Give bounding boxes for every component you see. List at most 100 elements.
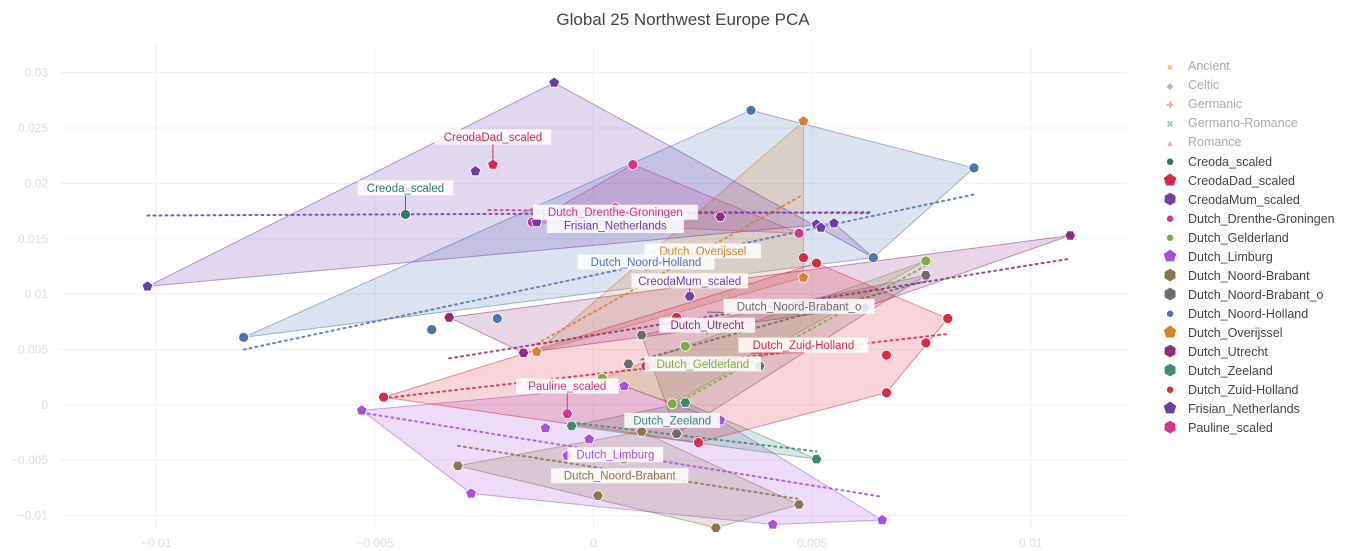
- dutch-gelderland-point[interactable]: [666, 398, 678, 410]
- dutch-drenthe-groningen-point[interactable]: [627, 159, 639, 170]
- x-tick-label: −0.005: [356, 536, 393, 550]
- dutch-overijssel-point[interactable]: [797, 115, 810, 127]
- dutch-zeeland-point[interactable]: [565, 420, 578, 432]
- dutch-zuid-holland-point[interactable]: [798, 252, 809, 264]
- dutch-noord-holland-point[interactable]: [867, 252, 879, 264]
- dutch-utrecht-label-box: [659, 317, 756, 333]
- dutch-zuid-holland-point[interactable]: [693, 437, 704, 448]
- legend-item-dutch-noord-holland[interactable]: ● Dutch_Noord-Holland: [1160, 304, 1308, 323]
- legend-item-frisian-netherlands[interactable]: ⬟ Frisian_Netherlands: [1160, 399, 1299, 418]
- dutch-limburg-point[interactable]: [618, 380, 630, 392]
- pauline-scaled-point[interactable]: [561, 408, 574, 419]
- dutch-overijssel-point[interactable]: [797, 271, 810, 283]
- frisian-netherlands-point[interactable]: [141, 280, 154, 292]
- tick-layer: −0.01 −0.005 0 0.005 0.01 −0.01 −0.005 0 0.005 0.…: [11, 66, 1043, 550]
- legend-item-celtic[interactable]: ◆ Celtic: [1160, 76, 1220, 95]
- legend-label: Pauline_scaled: [1188, 421, 1273, 435]
- dutch-noord-brabant-o-point[interactable]: [670, 428, 683, 439]
- y-tick-label: −0.005: [11, 453, 48, 467]
- legend-label: Dutch_Noord-Holland: [1188, 307, 1309, 321]
- dutch-noord-brabant-point[interactable]: [710, 522, 722, 533]
- legend-item-creodamum-scaled[interactable]: ⬢ CreodaMum_scaled: [1160, 190, 1299, 209]
- legend-item-germanic[interactable]: ✚ Germanic: [1160, 95, 1242, 114]
- legend-label: Celtic: [1188, 78, 1220, 92]
- legend-label: Dutch_Zuid-Holland: [1188, 383, 1299, 397]
- legend-item-dutch-drenthe-groningen[interactable]: ● Dutch_Drenthe-Groningen: [1160, 209, 1334, 228]
- legend-label: Creoda_scaled: [1188, 155, 1273, 169]
- dutch-gelderland-label-box: [644, 356, 762, 372]
- dutch-noord-brabant-point[interactable]: [635, 426, 648, 437]
- dutch-noord-brabant-point[interactable]: [793, 499, 805, 510]
- x-tick-label: 0: [590, 536, 597, 550]
- dutch-limburg-point[interactable]: [465, 487, 477, 499]
- dutch-noord-brabant-o-point[interactable]: [635, 329, 648, 341]
- dutch-limburg-point[interactable]: [539, 422, 552, 434]
- dutch-limburg-point[interactable]: [355, 404, 368, 416]
- dutch-zuid-holland-point[interactable]: [942, 313, 954, 324]
- chart-title: Global 25 Northwest Europe PCA: [556, 10, 810, 29]
- dutch-overijssel-point[interactable]: [530, 345, 543, 357]
- frisian-netherlands-point[interactable]: [828, 217, 840, 229]
- y-tick-label: 0.005: [18, 343, 48, 357]
- legend-label: Germano-Romance: [1188, 116, 1298, 130]
- frisian-netherlands-point[interactable]: [469, 165, 482, 177]
- dutch-zuid-holland-point[interactable]: [881, 349, 892, 361]
- dutch-noord-holland-point[interactable]: [238, 331, 250, 343]
- frisian-netherlands-point[interactable]: [815, 221, 827, 233]
- legend-item-dutch-noord-brabant-o[interactable]: ⬢ Dutch_Noord-Brabant_o: [1160, 285, 1324, 304]
- legend-item-pauline-scaled[interactable]: ⬢ Pauline_scaled: [1160, 418, 1273, 437]
- frisian-netherlands-point[interactable]: [548, 76, 560, 88]
- legend-item-dutch-noord-brabant[interactable]: ⬢ Dutch_Noord-Brabant: [1160, 266, 1309, 285]
- dutch-noord-brabant-point[interactable]: [452, 460, 464, 471]
- legend-item-dutch-utrecht[interactable]: ⬢ Dutch_Utrecht: [1160, 342, 1267, 361]
- legend-item-creoda-scaled[interactable]: ● Creoda_scaled: [1160, 152, 1272, 171]
- dutch-zuid-holland-point[interactable]: [378, 391, 389, 403]
- legend-hexagon-icon: ⬢: [1163, 286, 1177, 303]
- creodadad-scaled-annotation: CreodaDad_scaled: [444, 132, 542, 144]
- legend-item-dutch-zuid-holland[interactable]: ● Dutch_Zuid-Holland: [1160, 380, 1298, 399]
- dutch-gelderland-point[interactable]: [679, 340, 691, 352]
- dutch-noord-brabant-point[interactable]: [592, 490, 604, 501]
- dutch-noord-brabant-o-label-box: [723, 298, 875, 314]
- legend-circle-icon: ●: [1165, 210, 1175, 227]
- dutch-gelderland-point[interactable]: [920, 255, 932, 267]
- legend-item-dutch-zeeland[interactable]: ⬢ Dutch_Zeeland: [1160, 361, 1272, 380]
- dutch-zuid-holland-point[interactable]: [881, 387, 892, 399]
- creodadad-scaled-point[interactable]: [487, 158, 499, 170]
- dutch-zuid-holland-point[interactable]: [811, 257, 822, 269]
- dutch-noord-holland-point[interactable]: [745, 104, 757, 116]
- dutch-noord-brabant-o-point[interactable]: [622, 358, 635, 370]
- legend-item-creodadad-scaled[interactable]: ⬟ CreodaDad_scaled: [1160, 171, 1295, 190]
- dutch-utrecht-point[interactable]: [517, 347, 530, 358]
- y-tick-label: 0.015: [18, 232, 48, 246]
- legend-item-dutch-overijssel[interactable]: ⬟ Dutch_Overijssel: [1160, 323, 1282, 342]
- dutch-drenthe-groningen-point[interactable]: [793, 227, 805, 239]
- creodamum-scaled-point[interactable]: [683, 291, 696, 302]
- legend-item-ancient[interactable]: ■ Ancient: [1160, 57, 1229, 76]
- x-tick-label: 0.01: [1019, 536, 1043, 550]
- dutch-zeeland-point[interactable]: [679, 397, 692, 408]
- dutch-utrecht-point[interactable]: [443, 312, 456, 323]
- legend-pentagon-icon: ⬟: [1163, 400, 1177, 417]
- dutch-zuid-holland-point[interactable]: [920, 337, 932, 349]
- dutch-limburg-point[interactable]: [583, 433, 595, 445]
- legend-item-dutch-limburg[interactable]: ⬟ Dutch_Limburg: [1160, 247, 1272, 266]
- dutch-noord-holland-point[interactable]: [426, 324, 438, 335]
- dutch-utrecht-point[interactable]: [1064, 230, 1077, 241]
- dutch-noord-holland-point[interactable]: [968, 162, 980, 174]
- legend-diamond-icon: ◆: [1166, 81, 1174, 91]
- dutch-zeeland-point[interactable]: [810, 454, 823, 465]
- dutch-utrecht-point[interactable]: [714, 211, 727, 222]
- frisian-netherlands-label-box: [546, 217, 684, 233]
- dutch-noord-brabant-o-point[interactable]: [919, 270, 932, 281]
- legend-label: Dutch_Noord-Brabant_o: [1188, 288, 1324, 302]
- legend-item-romance[interactable]: ▲ Romance: [1160, 133, 1242, 152]
- legend-label: Germanic: [1188, 97, 1243, 111]
- dutch-noord-holland-point[interactable]: [491, 313, 503, 324]
- dutch-limburg-point[interactable]: [876, 513, 888, 525]
- legend-item-germano-romance[interactable]: ✖ Germano-Romance: [1160, 114, 1298, 133]
- x-tick-label: −0.01: [141, 536, 172, 550]
- dutch-limburg-point[interactable]: [767, 518, 779, 530]
- legend-item-dutch-gelderland[interactable]: ● Dutch_Gelderland: [1160, 228, 1288, 247]
